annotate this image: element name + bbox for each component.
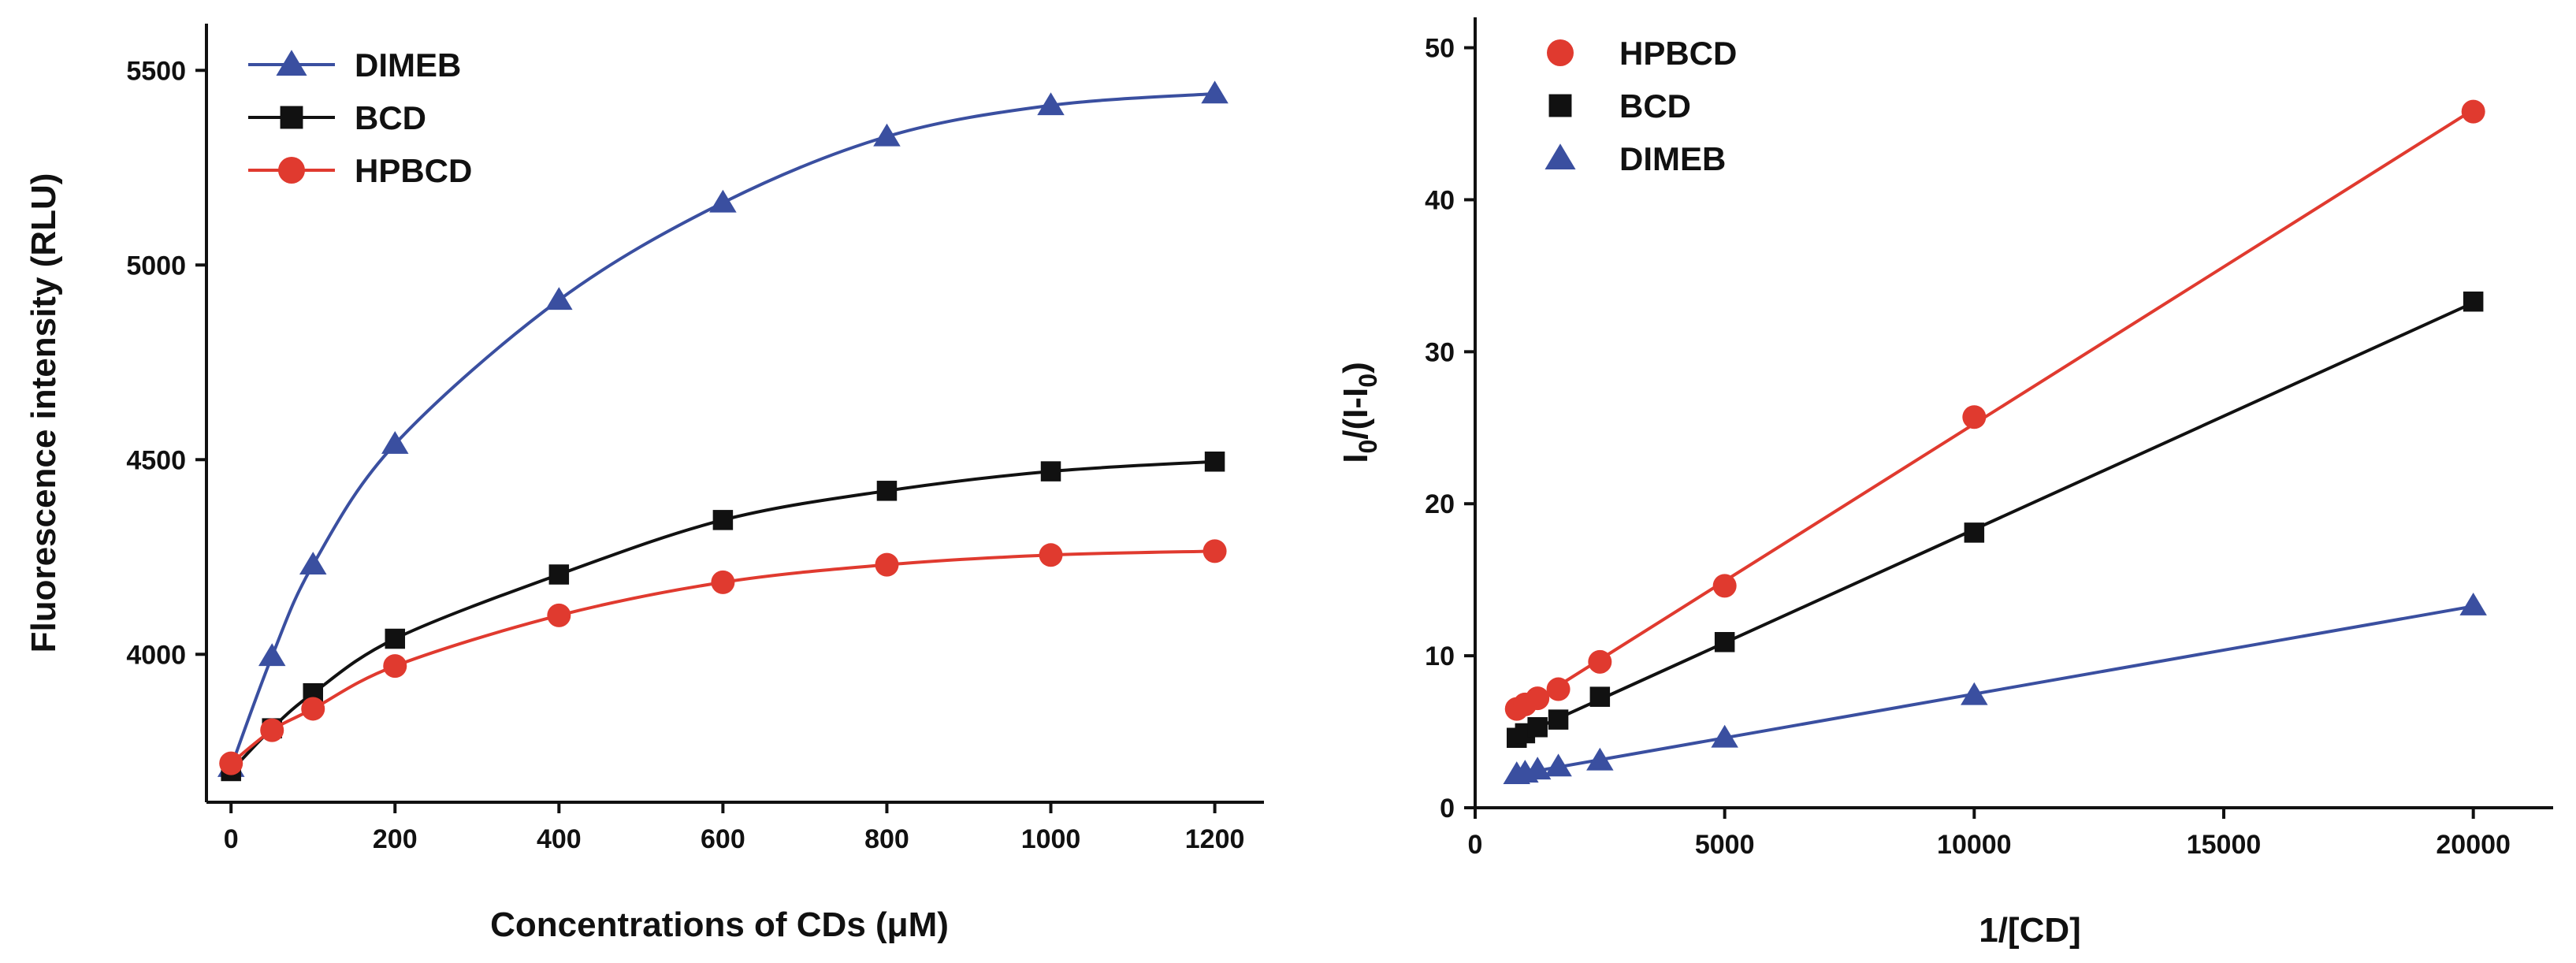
left-series-dimeb	[217, 80, 1229, 777]
right-legend-marker-bcd	[1548, 94, 1572, 117]
left-x-tick-label: 800	[864, 824, 909, 854]
right-x-tick-label: 10000	[1937, 830, 2012, 860]
right-y-axis-title: I0/(I-I0)	[1336, 362, 1382, 463]
right-hpbcd-point	[1588, 649, 1612, 674]
right-y-tick-label: 10	[1425, 641, 1455, 671]
left-bcd-line	[229, 459, 1215, 772]
left-hpbcd-point	[1039, 543, 1063, 567]
left-hpbcd-point	[383, 654, 407, 679]
left-y-tick-label: 4000	[126, 640, 186, 670]
right-dimeb-point	[1711, 724, 1738, 748]
right-y-axis-title-part: /(I-I	[1336, 388, 1375, 440]
left-hpbcd-point	[875, 552, 899, 577]
right-legend-label-bcd: BCD	[1619, 87, 1691, 125]
left-legend-marker-dimeb	[276, 50, 307, 76]
left-hpbcd-point	[547, 603, 571, 627]
left-hpbcd-point	[301, 697, 325, 721]
left-hpbcd-point	[260, 718, 284, 742]
left-x-tick-label: 200	[373, 824, 418, 854]
right-hpbcd-point	[1526, 686, 1550, 711]
left-x-tick-label: 0	[224, 824, 239, 854]
right-hpbcd-point	[1962, 405, 1987, 429]
left-x-tick-label: 400	[537, 824, 582, 854]
right-y-axis-title-part: )	[1336, 362, 1375, 374]
right-bcd-point	[1714, 632, 1735, 653]
right-x-tick-label: 5000	[1695, 830, 1755, 860]
left-series-hpbcd	[219, 539, 1227, 775]
left-dimeb-line	[229, 91, 1215, 768]
left-dimeb-point	[1037, 92, 1065, 116]
left-hpbcd-point	[219, 751, 243, 775]
left-hpbcd-point	[1203, 539, 1227, 563]
right-hpbcd-point	[2461, 99, 2485, 124]
left-y-tick-label: 5000	[126, 251, 186, 281]
right-legend-label-hpbcd: HPBCD	[1619, 35, 1737, 72]
left-dimeb-point	[381, 431, 409, 454]
left-y-tick-label: 4500	[126, 445, 186, 475]
left-x-axis-title: Concentrations of CDs (μM)	[490, 905, 949, 944]
right-y-tick-label: 40	[1425, 185, 1455, 215]
right-chart-panel: 0 5000 10000 15000 20000010203040501/[CD]I0/…	[1336, 17, 2553, 950]
left-dimeb-point	[1201, 80, 1229, 104]
right-x-axis-title: 1/[CD]	[1979, 911, 2081, 950]
left-bcd-point	[1204, 452, 1225, 472]
left-legend-marker-bcd	[280, 106, 303, 129]
right-y-tick-label: 0	[1440, 794, 1455, 824]
left-legend-label-dimeb: DIMEB	[355, 46, 461, 84]
right-x-tick-label: 20000	[2436, 830, 2511, 860]
right-legend-marker-hpbcd	[1547, 39, 1574, 66]
right-hpbcd-point	[1712, 574, 1737, 598]
left-x-tick-label: 1200	[1185, 824, 1245, 854]
right-y-tick-label: 20	[1425, 489, 1455, 519]
right-y-tick-label: 50	[1425, 34, 1455, 64]
right-x-tick-label: 0	[1468, 830, 1483, 860]
right-hpbcd-point	[1546, 677, 1571, 701]
left-x-tick-label: 1000	[1021, 824, 1081, 854]
right-series-hpbcd	[1504, 99, 2485, 721]
left-legend-label-hpbcd: HPBCD	[355, 152, 472, 189]
right-series-bcd	[1507, 291, 2484, 749]
right-y-tick-label: 30	[1425, 337, 1455, 367]
left-dimeb-point	[299, 552, 327, 575]
right-bcd-point	[1527, 717, 1548, 738]
left-dimeb-point	[258, 643, 286, 667]
left-y-axis-title: Fluorescence intensity (RLU)	[24, 173, 63, 653]
left-bcd-point	[712, 510, 734, 530]
left-series-bcd	[221, 452, 1225, 782]
left-bcd-point	[876, 481, 898, 501]
left-y-tick-label: 5500	[126, 56, 186, 86]
left-legend-label-bcd: BCD	[355, 99, 426, 136]
left-bcd-point	[548, 564, 570, 585]
right-dimeb-point	[1961, 682, 1988, 705]
left-dimeb-point	[709, 189, 737, 213]
right-bcd-point	[1589, 686, 1611, 707]
right-dimeb-point	[1523, 757, 1552, 780]
left-dimeb-point	[873, 123, 901, 147]
right-dimeb-point	[1586, 747, 1614, 771]
right-dimeb-point	[1544, 753, 1572, 777]
right-y-axis-title-part: 0	[1354, 374, 1382, 388]
right-bcd-line	[1515, 301, 2474, 739]
right-bcd-point	[1964, 522, 1985, 543]
left-bcd-point	[385, 628, 406, 649]
right-bcd-point	[1548, 709, 1569, 730]
right-legend-label-dimeb: DIMEB	[1619, 140, 1726, 177]
left-bcd-point	[1040, 461, 1061, 482]
right-series-dimeb	[1503, 592, 2487, 784]
left-legend-marker-hpbcd	[278, 157, 305, 184]
right-y-axis-title-part: 0	[1354, 440, 1382, 454]
left-hpbcd-point	[711, 570, 735, 594]
right-dimeb-line	[1516, 604, 2474, 776]
left-chart-panel: 0 200 400 600 800 1000 1200 4000 4500 5000 5500 Con…	[24, 24, 1264, 944]
left-dimeb-point	[545, 287, 573, 310]
right-y-axis-title-part: I	[1336, 454, 1375, 463]
right-dimeb-point	[2459, 592, 2487, 615]
right-hpbcd-line	[1515, 108, 2474, 714]
right-legend-marker-dimeb	[1544, 143, 1576, 170]
right-x-tick-label: 15000	[2187, 830, 2262, 860]
right-bcd-point	[2463, 291, 2484, 312]
left-x-tick-label: 600	[701, 824, 745, 854]
